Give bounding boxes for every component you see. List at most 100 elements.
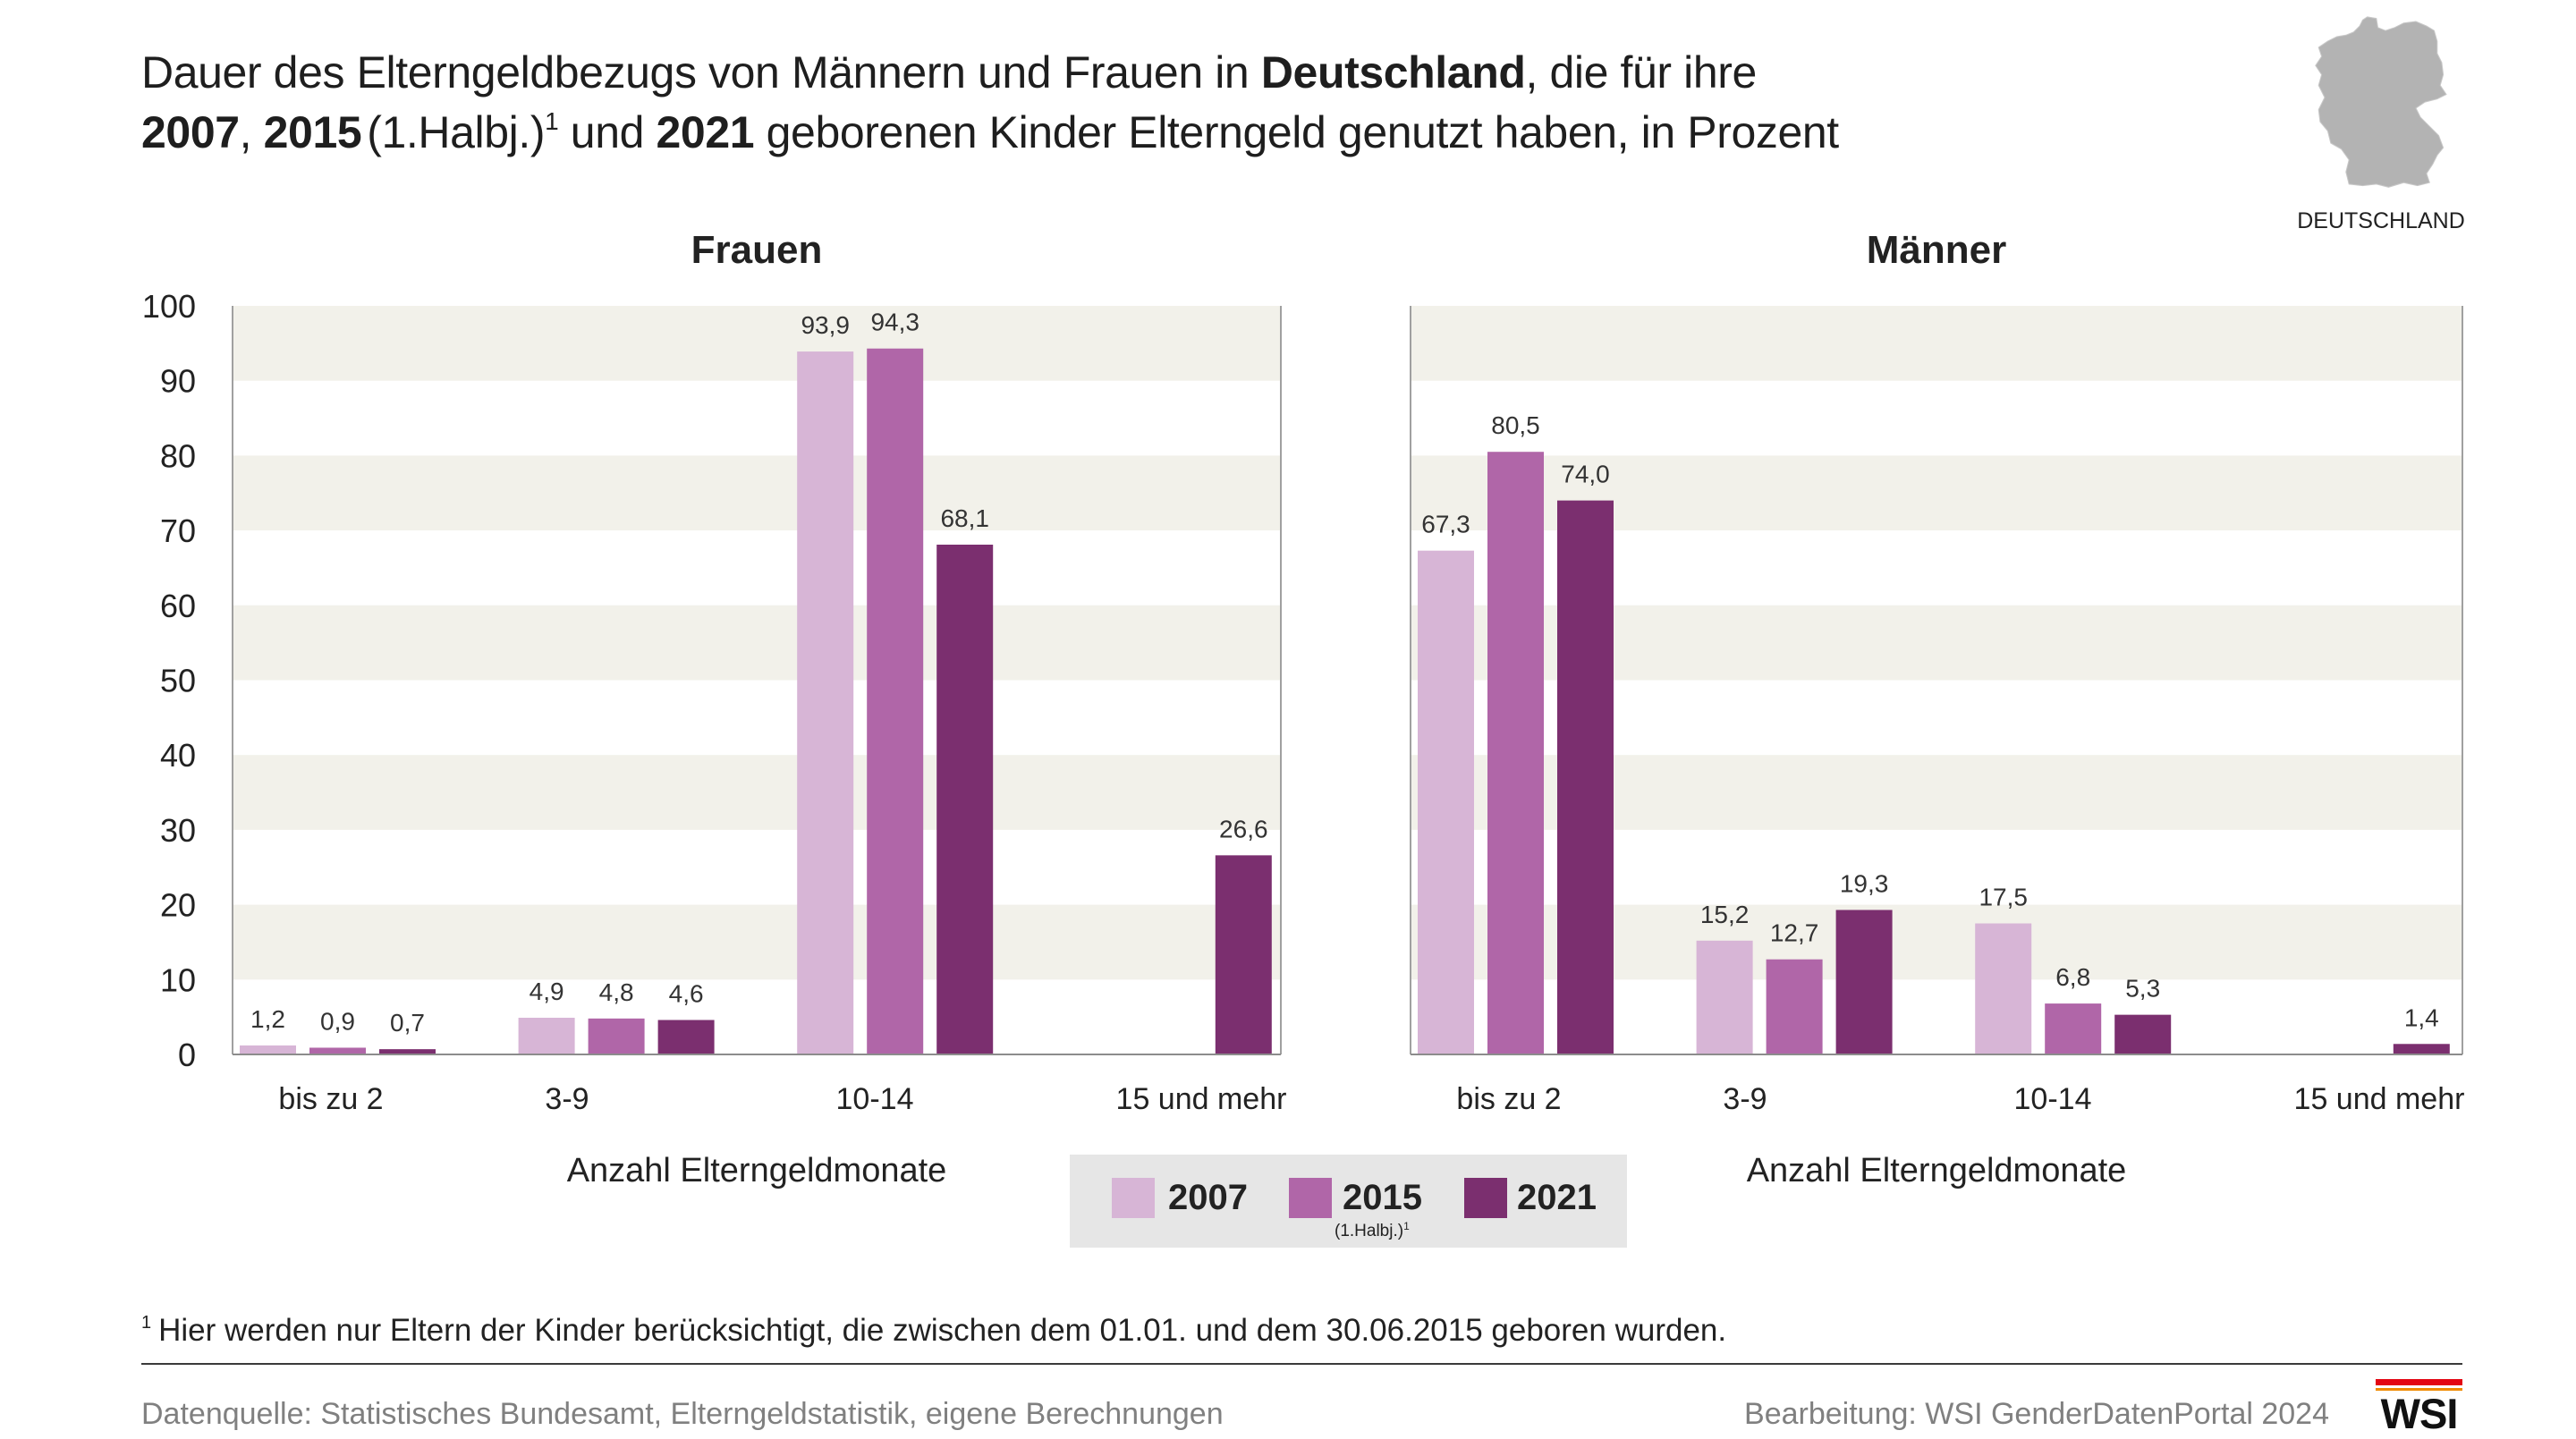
bar-right-2021-4 [2393, 1044, 2450, 1054]
legend-note-marker: 1 [1403, 1220, 1410, 1232]
bar-right-2021-1 [1557, 500, 1614, 1054]
value-label-right-2007-1: 67,3 [1421, 511, 1470, 538]
category-label-left: 15 und mehr [1116, 1082, 1287, 1116]
legend-swatch-2021 [1464, 1178, 1507, 1218]
bar-right-2007-3 [1975, 923, 2032, 1054]
credit-note: Bearbeitung: WSI GenderDatenPortal 2024 [1744, 1397, 2329, 1431]
bar-right-2007-1 [1418, 550, 1474, 1054]
title-text: geborenen Kinder Elterngeld genutzt habe… [754, 107, 1840, 157]
bar-left-2021-1 [379, 1049, 436, 1054]
grid-band [233, 455, 1281, 531]
footnote-text: Hier werden nur Eltern der Kinder berück… [158, 1313, 1727, 1348]
value-label-right-2007-2: 15,2 [1700, 901, 1750, 928]
title-footnote-marker: 1 [545, 107, 559, 135]
logo-stripe [2376, 1379, 2462, 1385]
category-label-right: bis zu 2 [1456, 1082, 1561, 1116]
logo-stripe [2376, 1388, 2462, 1391]
value-label-right-2007-3: 17,5 [1979, 884, 2028, 911]
bar-left-2015-2 [588, 1018, 645, 1054]
value-label-right-2021-1: 74,0 [1561, 461, 1610, 488]
bar-left-2015-3 [867, 348, 924, 1055]
value-label-left-2021-4: 26,6 [1219, 815, 1268, 842]
legend: 2007 2015 (1.Halbj.)1 2021 [1070, 1155, 1627, 1248]
grid-band [1411, 306, 2462, 381]
title-year-2015: 2015 [263, 107, 362, 157]
category-label-left: 3-9 [545, 1082, 589, 1116]
footnote: 1 Hier werden nur Eltern der Kinder berüc… [141, 1311, 1726, 1355]
y-tick-label: 40 [160, 737, 196, 774]
bar-right-2021-2 [1835, 910, 1893, 1054]
category-label-right: 10-14 [2014, 1082, 2092, 1116]
title-year-2007: 2007 [141, 107, 240, 157]
bar-left-2015-1 [309, 1047, 366, 1054]
value-label-left-2021-1: 0,7 [390, 1009, 425, 1037]
wsi-logo-icon: WSI [2376, 1379, 2462, 1436]
bar-right-2021-3 [2114, 1014, 2172, 1054]
value-label-left-2015-2: 4,8 [599, 978, 634, 1006]
title-separator: , [239, 107, 264, 157]
legend-swatch-2015 [1289, 1178, 1332, 1218]
title-text: Dauer des Elterngeldbezugs von Männern u… [141, 47, 1261, 97]
source-note: Datenquelle: Statistisches Bundesamt, El… [141, 1397, 1224, 1431]
bar-right-2015-1 [1487, 452, 1544, 1055]
germany-map-icon [2315, 16, 2447, 188]
y-tick-label: 10 [160, 961, 196, 998]
y-tick-label: 70 [160, 512, 196, 549]
x-axis-title-right: Anzahl Elterngeldmonate [1747, 1152, 2127, 1189]
title-country: Deutschland [1260, 47, 1526, 97]
chart-title: Dauer des Elterngeldbezugs von Männern u… [141, 43, 1839, 169]
bar-left-2021-3 [936, 545, 994, 1054]
bar-right-2015-2 [1766, 959, 1823, 1054]
value-label-right-2021-2: 19,3 [1840, 869, 1889, 897]
bar-right-2015-3 [2045, 1003, 2102, 1054]
value-label-right-2015-1: 80,5 [1491, 411, 1540, 439]
y-tick-label: 100 [142, 288, 196, 325]
grid-band [233, 904, 1281, 980]
value-label-right-2015-2: 12,7 [1770, 919, 1819, 947]
bar-left-2021-4 [1215, 855, 1272, 1054]
map-label: DEUTSCHLAND [2297, 208, 2465, 233]
chart-panel-left: 1,2 4,9 93,9 0,9 4,8 94,3 0,7 4,6 68,1 26,6 bis zu… [232, 228, 1287, 1189]
panel-title-right: Männer [1867, 228, 2006, 272]
title-year-2015-note: (1.Halbj.) [367, 107, 546, 157]
y-tick-label: 50 [160, 663, 196, 699]
value-label-left-2007-1: 1,2 [250, 1005, 285, 1033]
bar-left-2007-3 [797, 351, 854, 1054]
value-label-right-2015-3: 6,8 [2055, 963, 2090, 991]
value-label-right-2021-4: 1,4 [2404, 1003, 2439, 1031]
legend-swatch-2007 [1112, 1178, 1155, 1218]
y-tick-label: 20 [160, 887, 196, 924]
grid-band [233, 755, 1281, 830]
title-text: , die für ihre [1525, 47, 1757, 97]
bar-left-2007-1 [240, 1045, 296, 1054]
logo-text: WSI [2380, 1390, 2459, 1437]
category-label-right: 3-9 [1723, 1082, 1767, 1116]
x-axis-title-left: Anzahl Elterngeldmonate [567, 1152, 947, 1189]
y-tick-label: 0 [178, 1037, 196, 1073]
germany-outline [2315, 16, 2447, 188]
bar-left-2007-2 [518, 1017, 575, 1054]
y-tick-label: 30 [160, 812, 196, 849]
panel-title-left: Frauen [691, 228, 823, 272]
grid-band [233, 605, 1281, 681]
y-tick-labels: 0 10 20 30 40 50 60 70 80 90 100 [142, 288, 196, 1073]
footnote-marker: 1 [141, 1313, 152, 1333]
title-text: und [558, 107, 657, 157]
bar-left-2021-2 [657, 1020, 715, 1054]
legend-label-2015: 2015 [1343, 1178, 1422, 1217]
y-tick-label: 90 [160, 363, 196, 400]
value-label-right-2021-3: 5,3 [2125, 975, 2160, 1003]
legend-label-2021: 2021 [1517, 1178, 1597, 1217]
value-label-left-2021-2: 4,6 [669, 979, 704, 1007]
grid-band [233, 306, 1281, 381]
divider [141, 1363, 2462, 1365]
legend-note-2015: (1.Halbj.)1 [1335, 1220, 1410, 1243]
title-line-1: Dauer des Elterngeldbezugs von Männern u… [141, 43, 1839, 103]
category-label-right: 15 und mehr [2294, 1082, 2465, 1116]
bar-right-2007-2 [1696, 940, 1753, 1054]
chart-panel-right: 67,3 15,2 17,5 80,5 12,7 6,8 74,0 19,3 5,3 1,4 bis… [1410, 228, 2465, 1189]
category-label-left: 10-14 [836, 1082, 914, 1116]
value-label-left-2015-1: 0,9 [320, 1007, 355, 1035]
title-year-2021: 2021 [656, 107, 755, 157]
